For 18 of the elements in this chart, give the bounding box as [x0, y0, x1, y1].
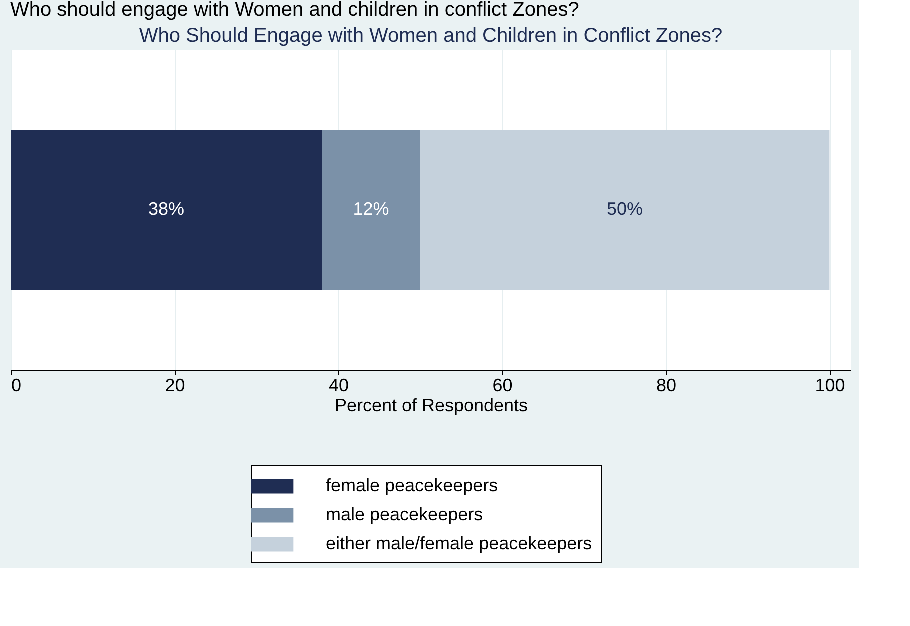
text: Who should engage with Women and children in conflict Zones? — [10, 0, 580, 21]
x-axis-title: Percent of Respondents — [334, 396, 528, 416]
legend-label: male peacekeepers — [326, 504, 484, 524]
bar — [11, 130, 322, 290]
x-tick-label: 20 — [165, 376, 186, 396]
data-label: 38% — [148, 199, 185, 219]
bar — [420, 130, 830, 290]
x-tick-label: 80 — [656, 376, 676, 396]
x-tick-label: 100 — [815, 376, 846, 396]
bar — [322, 130, 420, 290]
legend-label: female peacekeepers — [326, 476, 498, 496]
x-tick-label: 40 — [328, 376, 349, 396]
x-tick-label: 60 — [492, 376, 513, 396]
legend-label: either male/female peacekeepers — [326, 534, 592, 554]
x-tick-label: 0 — [12, 376, 22, 396]
chart-title: Who Should Engage with Women and Children in Conflict Zones? — [139, 25, 723, 47]
data-label: 50% — [607, 199, 644, 219]
data-label: 12% — [353, 199, 390, 219]
